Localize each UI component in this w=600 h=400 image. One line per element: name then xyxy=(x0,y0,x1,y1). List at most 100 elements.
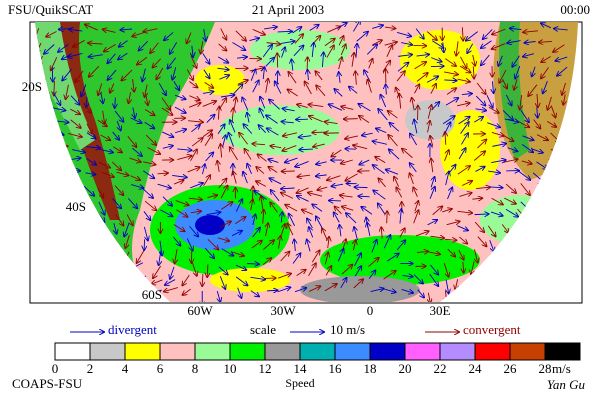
wind-arrow xyxy=(510,28,522,29)
lat-label: 40S xyxy=(66,199,86,214)
wind-arrow xyxy=(358,104,371,112)
wind-arrow xyxy=(467,43,474,53)
wind-arrow xyxy=(528,84,538,96)
wind-arrow xyxy=(533,119,541,128)
wind-arrow xyxy=(494,276,508,278)
wind-arrow xyxy=(524,42,536,43)
wind-arrow xyxy=(133,79,135,92)
wind-arrow xyxy=(176,209,187,217)
wind-arrow xyxy=(261,196,263,211)
colorbar-tick-label: 16 xyxy=(329,361,343,376)
wind-arrow xyxy=(160,209,172,216)
wind-arrow xyxy=(219,221,231,228)
wind-arrow xyxy=(486,94,493,107)
wind-arrow xyxy=(473,151,485,161)
wind-arrow xyxy=(373,190,386,200)
wind-arrow xyxy=(372,25,383,28)
color-box xyxy=(229,342,266,361)
wind-arrow xyxy=(522,135,534,140)
wind-arrow xyxy=(431,159,433,173)
wind-arrow xyxy=(340,278,347,289)
wind-arrow xyxy=(353,22,360,32)
wind-arrow xyxy=(532,66,535,77)
wind-arrow xyxy=(373,165,385,174)
wind-arrow xyxy=(256,181,267,187)
colorbar-tick-label: 4 xyxy=(122,361,129,376)
wind-arrow xyxy=(73,276,88,277)
wind-arrow xyxy=(86,226,88,237)
wind-arrow xyxy=(285,157,298,162)
wind-arrow xyxy=(491,197,503,204)
wind-arrow xyxy=(325,253,328,265)
wind-arrow xyxy=(86,158,96,165)
wind-arrow xyxy=(396,71,405,82)
wind-arrow xyxy=(457,225,468,231)
wind-arrow xyxy=(161,97,171,110)
wind-arrow xyxy=(253,214,256,225)
wind-arrow xyxy=(150,42,159,53)
wind-arrow xyxy=(396,240,405,251)
wind-arrow xyxy=(217,161,219,172)
wind-arrow xyxy=(143,162,155,165)
wind-arrow xyxy=(383,235,390,249)
wind-arrow xyxy=(555,56,568,61)
wind-arrow xyxy=(172,236,180,246)
wind-arrow xyxy=(137,250,145,263)
wind-arrow xyxy=(100,222,102,236)
wind-arrow xyxy=(340,44,345,56)
wind-arrow xyxy=(170,266,175,279)
wind-arrow xyxy=(38,260,44,270)
wind-arrow xyxy=(270,178,282,185)
wind-arrow xyxy=(191,262,196,276)
wind-arrow xyxy=(192,45,193,57)
header-left: FSU/QuikSCAT xyxy=(8,2,93,17)
wind-arrow xyxy=(410,134,418,146)
wind-arrow xyxy=(513,250,522,256)
wind-arrow xyxy=(191,138,203,147)
wind-arrow xyxy=(444,80,456,81)
wind-arrow xyxy=(417,289,424,298)
wind-arrow xyxy=(461,94,472,95)
wind-arrow xyxy=(368,258,378,267)
wind-arrow xyxy=(498,55,503,66)
wind-arrow xyxy=(124,222,130,236)
wind-arrow xyxy=(188,198,202,200)
wind-arrow xyxy=(521,161,532,164)
wind-arrow xyxy=(45,278,57,283)
wind-arrow xyxy=(386,45,392,57)
color-box xyxy=(404,342,441,361)
wind-arrow xyxy=(504,197,516,204)
wind-arrow xyxy=(182,288,191,295)
wind-arrow xyxy=(69,29,83,31)
wind-arrow xyxy=(270,146,282,148)
wind-arrow xyxy=(414,62,427,70)
wind-arrow xyxy=(528,226,535,240)
wind-arrow xyxy=(562,213,569,227)
wind-arrow xyxy=(111,161,121,170)
wind-arrow xyxy=(355,71,356,85)
wind-arrow xyxy=(109,253,118,267)
wind-arrow xyxy=(234,98,236,109)
wind-arrow xyxy=(266,43,281,45)
wind-arrow xyxy=(52,108,65,111)
wind-arrow xyxy=(187,167,200,173)
wind-arrow xyxy=(207,264,208,277)
wind-arrow xyxy=(488,289,503,290)
wind-arrow xyxy=(270,202,278,213)
wind-arrow xyxy=(39,130,52,137)
wind-arrow xyxy=(443,263,448,277)
wind-arrow xyxy=(462,27,463,40)
wind-arrow xyxy=(475,167,484,172)
wind-arrow xyxy=(312,43,314,58)
wind-arrow xyxy=(118,277,131,278)
legend-divergent: divergent xyxy=(108,322,157,337)
wind-arrow xyxy=(386,84,387,95)
wind-arrow xyxy=(474,214,489,215)
wind-arrow xyxy=(543,80,548,93)
wind-arrow xyxy=(297,196,309,202)
wind-arrow xyxy=(112,198,121,209)
wind-arrow xyxy=(219,276,225,289)
wind-arrow xyxy=(341,107,354,110)
wind-arrow xyxy=(316,85,326,97)
